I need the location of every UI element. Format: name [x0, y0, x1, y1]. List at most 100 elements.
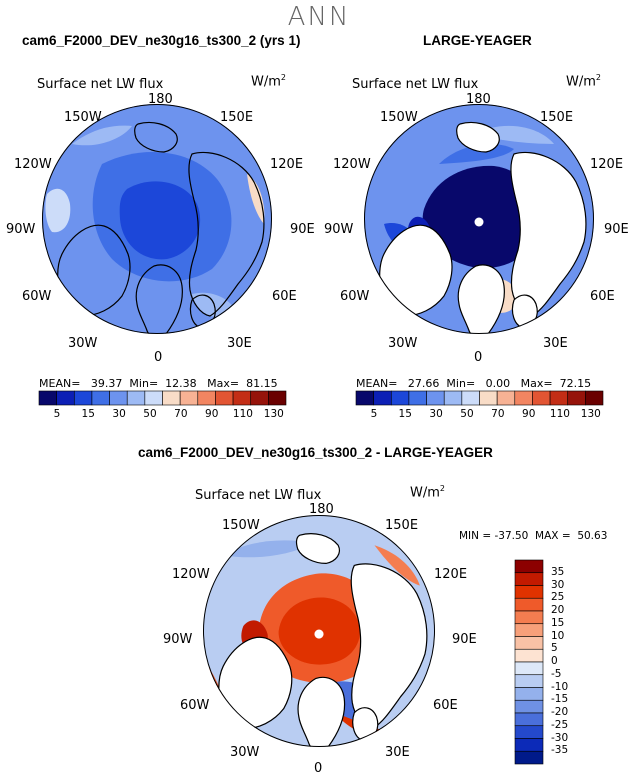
- lon-label: 150W: [64, 110, 102, 125]
- colorbar-tick-label: 0: [551, 655, 558, 667]
- panel-1-colorbar: [38, 390, 287, 406]
- colorbar-tick-label: 110: [549, 408, 570, 420]
- diff-panel-title: cam6_F2000_DEV_ne30g16_ts300_2 - LARGE-Y…: [138, 445, 493, 460]
- colorbar-tick-label: -20: [551, 706, 569, 718]
- colorbar-tick-label: 15: [398, 408, 412, 420]
- lon-label: 120W: [14, 157, 52, 172]
- colorbar-swatch: [179, 390, 199, 406]
- colorbar-swatch: [514, 725, 544, 739]
- coastline-alaska: [295, 533, 340, 565]
- colorbar-swatch: [144, 390, 163, 406]
- colorbar-tick-label: 30: [551, 578, 565, 591]
- colorbar-swatch: [514, 597, 544, 612]
- lon-label: 180: [148, 92, 173, 107]
- lon-label: 150W: [380, 110, 418, 125]
- lon-label: 150E: [220, 110, 254, 125]
- lon-label: 180: [309, 502, 334, 517]
- panel-2-title: LARGE-YEAGER: [423, 33, 532, 48]
- colorbar-tick-label: 90: [205, 408, 219, 420]
- lon-label: 60W: [180, 698, 210, 713]
- panel-1-variable: Surface net LW flux: [37, 77, 164, 92]
- colorbar-tick-label: 110: [232, 408, 253, 420]
- colorbar-swatch: [514, 636, 544, 650]
- lon-label: 30E: [385, 745, 410, 760]
- panel-1-map: [42, 104, 272, 334]
- lon-label: 30W: [68, 336, 98, 351]
- panel-1-units: W/m2: [251, 73, 286, 90]
- colorbar-swatch: [91, 390, 110, 406]
- colorbar-swatch: [250, 390, 269, 406]
- colorbar-swatch: [549, 390, 569, 406]
- lon-label: 120E: [590, 157, 624, 172]
- colorbar-tick-label: -10: [551, 680, 569, 693]
- panel-2-variable: Surface net LW flux: [352, 77, 479, 92]
- lon-label: 90E: [604, 222, 629, 237]
- coastline-scandinavia: [352, 707, 379, 742]
- colorbar-swatch: [390, 390, 410, 406]
- lon-label: 90E: [452, 632, 477, 647]
- lon-label: 90E: [290, 222, 315, 237]
- panel-1-stats: MEAN= 39.37 Min= 12.38 Max= 81.15: [39, 377, 278, 390]
- colorbar-swatch: [268, 390, 287, 406]
- colorbar-swatch: [532, 390, 551, 406]
- lon-label: 90W: [163, 632, 193, 647]
- colorbar-tick-label: -25: [551, 718, 569, 731]
- colorbar-swatch: [461, 390, 480, 406]
- colorbar-swatch: [514, 738, 544, 752]
- colorbar-tick-label: -5: [551, 667, 562, 680]
- colorbar-tick-label: 50: [143, 408, 157, 420]
- pole-hole: [474, 217, 484, 227]
- lon-label: 120W: [333, 157, 371, 172]
- colorbar-swatch: [514, 585, 544, 599]
- colorbar-swatch: [232, 390, 252, 406]
- lon-label: 60E: [272, 289, 297, 304]
- lon-label: 120E: [270, 157, 304, 172]
- lon-label: 90W: [6, 222, 36, 237]
- lon-label: 180: [466, 92, 491, 107]
- colorbar-swatch: [514, 661, 544, 676]
- colorbar-swatch: [355, 390, 374, 406]
- diff-colorbar: [514, 559, 544, 765]
- colorbar-tick-label: 5: [53, 408, 61, 420]
- figure-title: ANN: [287, 2, 351, 32]
- coastline-eurasia: [188, 151, 265, 317]
- colorbar-swatch: [73, 390, 93, 406]
- colorbar-tick-label: 30: [429, 408, 443, 420]
- lon-label: 0: [154, 350, 163, 365]
- colorbar-tick-label: 70: [491, 408, 505, 420]
- diff-min-max: MIN = -37.50 MAX = 50.63: [459, 530, 608, 542]
- coastline-greenland: [135, 264, 183, 334]
- map-border: [42, 104, 272, 334]
- lon-label: 60E: [590, 289, 615, 304]
- colorbar-tick-label: 70: [174, 408, 188, 420]
- colorbar-swatch: [426, 390, 445, 406]
- colorbar-swatch: [56, 390, 75, 406]
- lon-label: 150W: [222, 518, 260, 533]
- colorbar-swatch: [38, 390, 57, 406]
- lon-label: 120W: [172, 567, 210, 582]
- colorbar-swatch: [514, 687, 544, 701]
- colorbar-tick-label: 5: [370, 408, 378, 420]
- colorbar-swatch: [408, 390, 427, 406]
- diff-variable: Surface net LW flux: [195, 488, 322, 503]
- colorbar-swatch: [109, 390, 128, 406]
- colorbar-tick-label: 130: [580, 408, 601, 420]
- colorbar-swatch: [514, 559, 544, 574]
- lon-label: 30E: [543, 336, 568, 351]
- coastline-greenland: [297, 676, 346, 747]
- lon-label: 60W: [340, 289, 370, 304]
- colorbar-tick-label: 50: [460, 408, 474, 420]
- colorbar-swatch: [162, 390, 181, 406]
- colorbar-tick-label: 10: [551, 629, 565, 642]
- colorbar-swatch: [443, 390, 463, 406]
- panel-2-stats: MEAN= 27.66 Min= 0.00 Max= 72.15: [356, 377, 592, 390]
- diff-map: [203, 515, 435, 747]
- colorbar-swatch: [215, 390, 234, 406]
- colorbar-swatch: [197, 390, 216, 406]
- panel-2-map: [364, 104, 594, 334]
- colorbar-tick-label: 25: [551, 591, 565, 604]
- map-border: [364, 104, 594, 334]
- colorbar-tick-label: -30: [551, 731, 569, 744]
- pole-hole: [314, 629, 324, 639]
- colorbar-swatch: [496, 390, 516, 406]
